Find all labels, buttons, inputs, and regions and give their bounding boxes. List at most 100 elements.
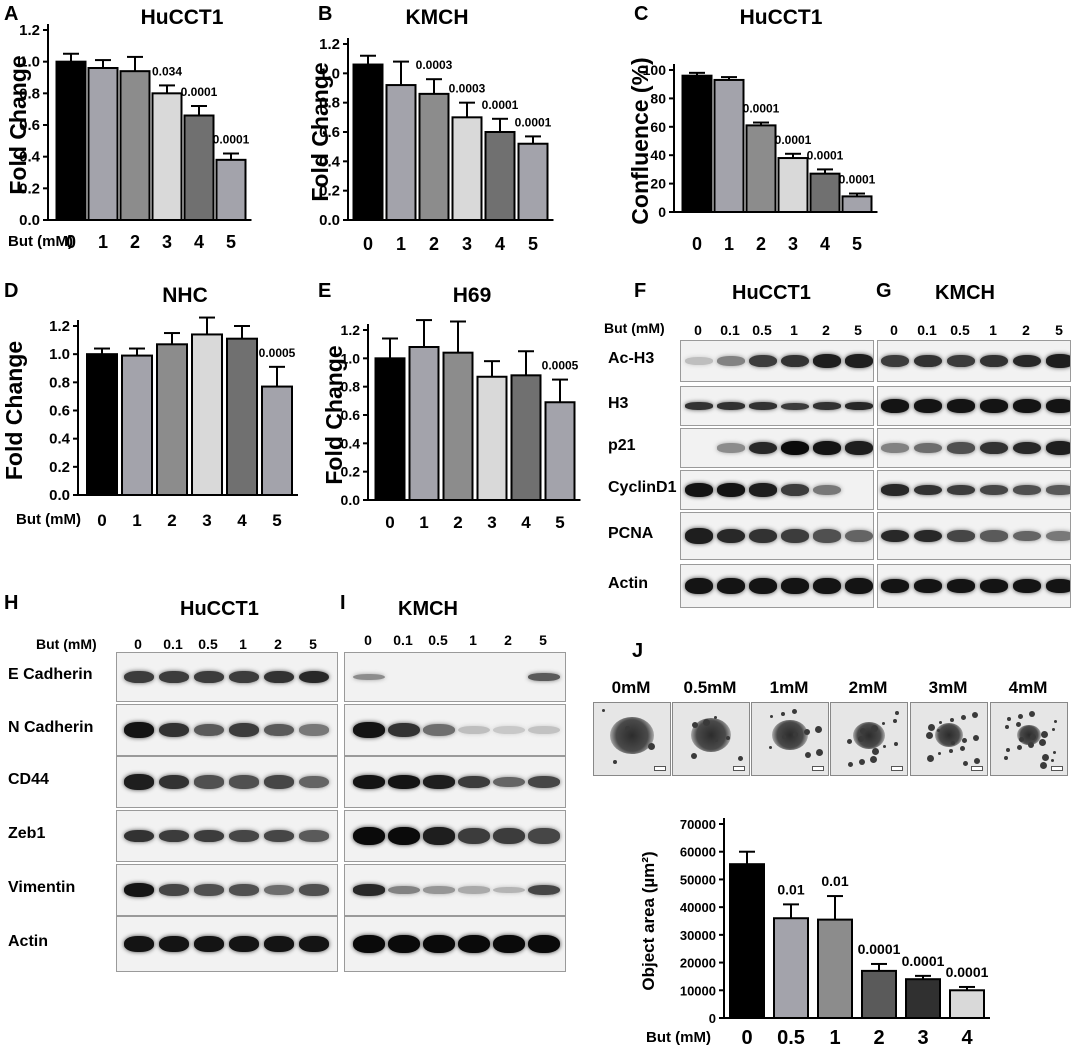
blot-i-band bbox=[423, 775, 455, 789]
blot-f-band bbox=[813, 578, 841, 594]
blot-h-band bbox=[264, 775, 294, 789]
blot-i-band bbox=[353, 827, 385, 845]
blot-h-band bbox=[229, 830, 259, 842]
cell-fragment bbox=[848, 762, 853, 767]
blot-h-band bbox=[159, 774, 189, 790]
blot-h-band bbox=[264, 830, 294, 842]
chart-c-bar-5 bbox=[841, 195, 873, 214]
scale-bar bbox=[733, 766, 745, 771]
cell-fragment bbox=[871, 725, 878, 732]
chart-d-ytick-label: 0.0 bbox=[49, 487, 70, 504]
blot-f-band bbox=[781, 483, 809, 497]
chart-k-bar-1 bbox=[817, 918, 853, 1019]
chart-c-bar-0 bbox=[681, 74, 713, 214]
blot-f-band bbox=[717, 356, 745, 366]
chart-b-ytick-label: 1.0 bbox=[319, 65, 340, 82]
blot-h-band bbox=[194, 936, 224, 952]
chart-e-h69-fold-change: H69 Fold Change 0.0 0.2 0.4 0.6 0.8 1.0 1.2 0 1 2 3 4… bbox=[321, 284, 581, 532]
chart-b-title: KMCH bbox=[406, 6, 469, 29]
blot-h-band bbox=[264, 936, 294, 952]
chart-a-pvalue: 0.0001 bbox=[181, 85, 218, 99]
chart-a-x-prefix: But (mM) bbox=[8, 233, 73, 250]
chart-d-ytick-label: 0.8 bbox=[49, 374, 70, 391]
blot-h-row-label: Zeb1 bbox=[8, 825, 46, 842]
blot-h-row-label: E Cadherin bbox=[8, 666, 93, 683]
cell-fragment bbox=[883, 745, 886, 748]
blot-g-band bbox=[1013, 441, 1041, 455]
chart-k-ytick-label: 30000 bbox=[680, 928, 716, 943]
blot-i-band bbox=[528, 828, 560, 844]
spheroid-photo bbox=[910, 702, 988, 776]
chart-d-xtick-label: 5 bbox=[272, 511, 281, 530]
blot-h-band bbox=[124, 883, 154, 897]
chart-d-ytick-label: 0.2 bbox=[49, 459, 70, 476]
chart-a-ytick-label: 0.2 bbox=[19, 180, 40, 197]
chart-d-bar-4 bbox=[226, 337, 258, 496]
chart-k-x-prefix: But (mM) bbox=[646, 1029, 711, 1046]
cell-fragment bbox=[893, 719, 897, 723]
blot-f-band bbox=[685, 357, 713, 365]
chart-b-bar-1 bbox=[385, 84, 417, 221]
blot-g-band bbox=[980, 441, 1008, 455]
cell-fragment bbox=[928, 724, 935, 731]
blot-f-lane-label: 0.5 bbox=[752, 322, 772, 338]
blot-h-band bbox=[194, 775, 224, 789]
blot-g-band bbox=[914, 442, 942, 454]
panel-j-label: 3mM bbox=[928, 678, 968, 697]
chart-c-bar-3 bbox=[777, 157, 809, 213]
cell-fragment bbox=[714, 716, 717, 719]
blot-f-band bbox=[685, 528, 713, 544]
blot-h-band bbox=[194, 670, 224, 684]
blot-f-row-label: H3 bbox=[608, 395, 629, 412]
chart-c-xtick-label: 4 bbox=[820, 234, 830, 254]
blot-g-band bbox=[914, 484, 942, 496]
blot-h-band bbox=[229, 775, 259, 789]
blot-g-band bbox=[980, 530, 1008, 542]
blot-g-strip bbox=[877, 564, 1071, 608]
blot-g-strip bbox=[877, 470, 1071, 510]
blot-h-strip bbox=[116, 756, 338, 808]
chart-e-ytick-label: 0.2 bbox=[341, 464, 361, 480]
chart-b-bar-5 bbox=[517, 142, 549, 222]
blot-h-band bbox=[229, 670, 259, 684]
blot-g-band bbox=[1013, 579, 1041, 593]
cell-fragment bbox=[950, 718, 954, 722]
blot-h-prefix: But (mM) bbox=[36, 636, 97, 652]
cell-fragment bbox=[781, 712, 785, 716]
chart-k-bar-4 bbox=[949, 989, 985, 1019]
blot-h-band bbox=[194, 884, 224, 896]
blot-i-band bbox=[528, 725, 560, 735]
cell-fragment bbox=[625, 726, 630, 731]
blot-h-band bbox=[124, 670, 154, 684]
chart-c-hucct1-confluence: HuCCT1 Confluence (%) 0 20 40 60 80 100 0 1 2 0.000… bbox=[628, 6, 878, 254]
blot-f-strip bbox=[680, 564, 874, 608]
blot-g-band bbox=[980, 399, 1008, 413]
blot-g-band bbox=[980, 354, 1008, 368]
chart-c-ytick-label: 60 bbox=[650, 119, 666, 135]
blot-f-strip bbox=[680, 470, 874, 510]
cell-fragment bbox=[769, 746, 772, 749]
cell-fragment bbox=[1019, 737, 1024, 742]
blot-g-band bbox=[1046, 530, 1070, 542]
cell-fragment bbox=[1040, 762, 1047, 769]
cell-fragment bbox=[872, 748, 879, 755]
chart-c-xtick-label: 5 bbox=[852, 234, 862, 254]
blot-i-band bbox=[388, 935, 420, 953]
blot-f-band bbox=[813, 529, 841, 543]
blot-i-band bbox=[353, 722, 385, 738]
chart-e-xtick-label: 1 bbox=[419, 513, 428, 532]
chart-k-xtick-label: 3 bbox=[917, 1027, 928, 1049]
chart-k-xtick-label: 0.5 bbox=[777, 1027, 805, 1049]
cell-fragment bbox=[963, 761, 968, 766]
blot-h-strip bbox=[116, 864, 338, 916]
blot-f-band bbox=[749, 528, 777, 544]
panel-letter-g: G bbox=[876, 280, 892, 302]
panel-j-label: 1mM bbox=[769, 678, 809, 697]
cell-fragment bbox=[602, 709, 605, 712]
blot-f-title: HuCCT1 bbox=[732, 282, 811, 304]
blot-h-band bbox=[124, 829, 154, 843]
blot-g-band bbox=[1013, 354, 1041, 368]
panel-letter-d: D bbox=[4, 280, 19, 302]
blot-f-band bbox=[685, 402, 713, 410]
chart-b-xtick-label: 4 bbox=[495, 234, 505, 254]
